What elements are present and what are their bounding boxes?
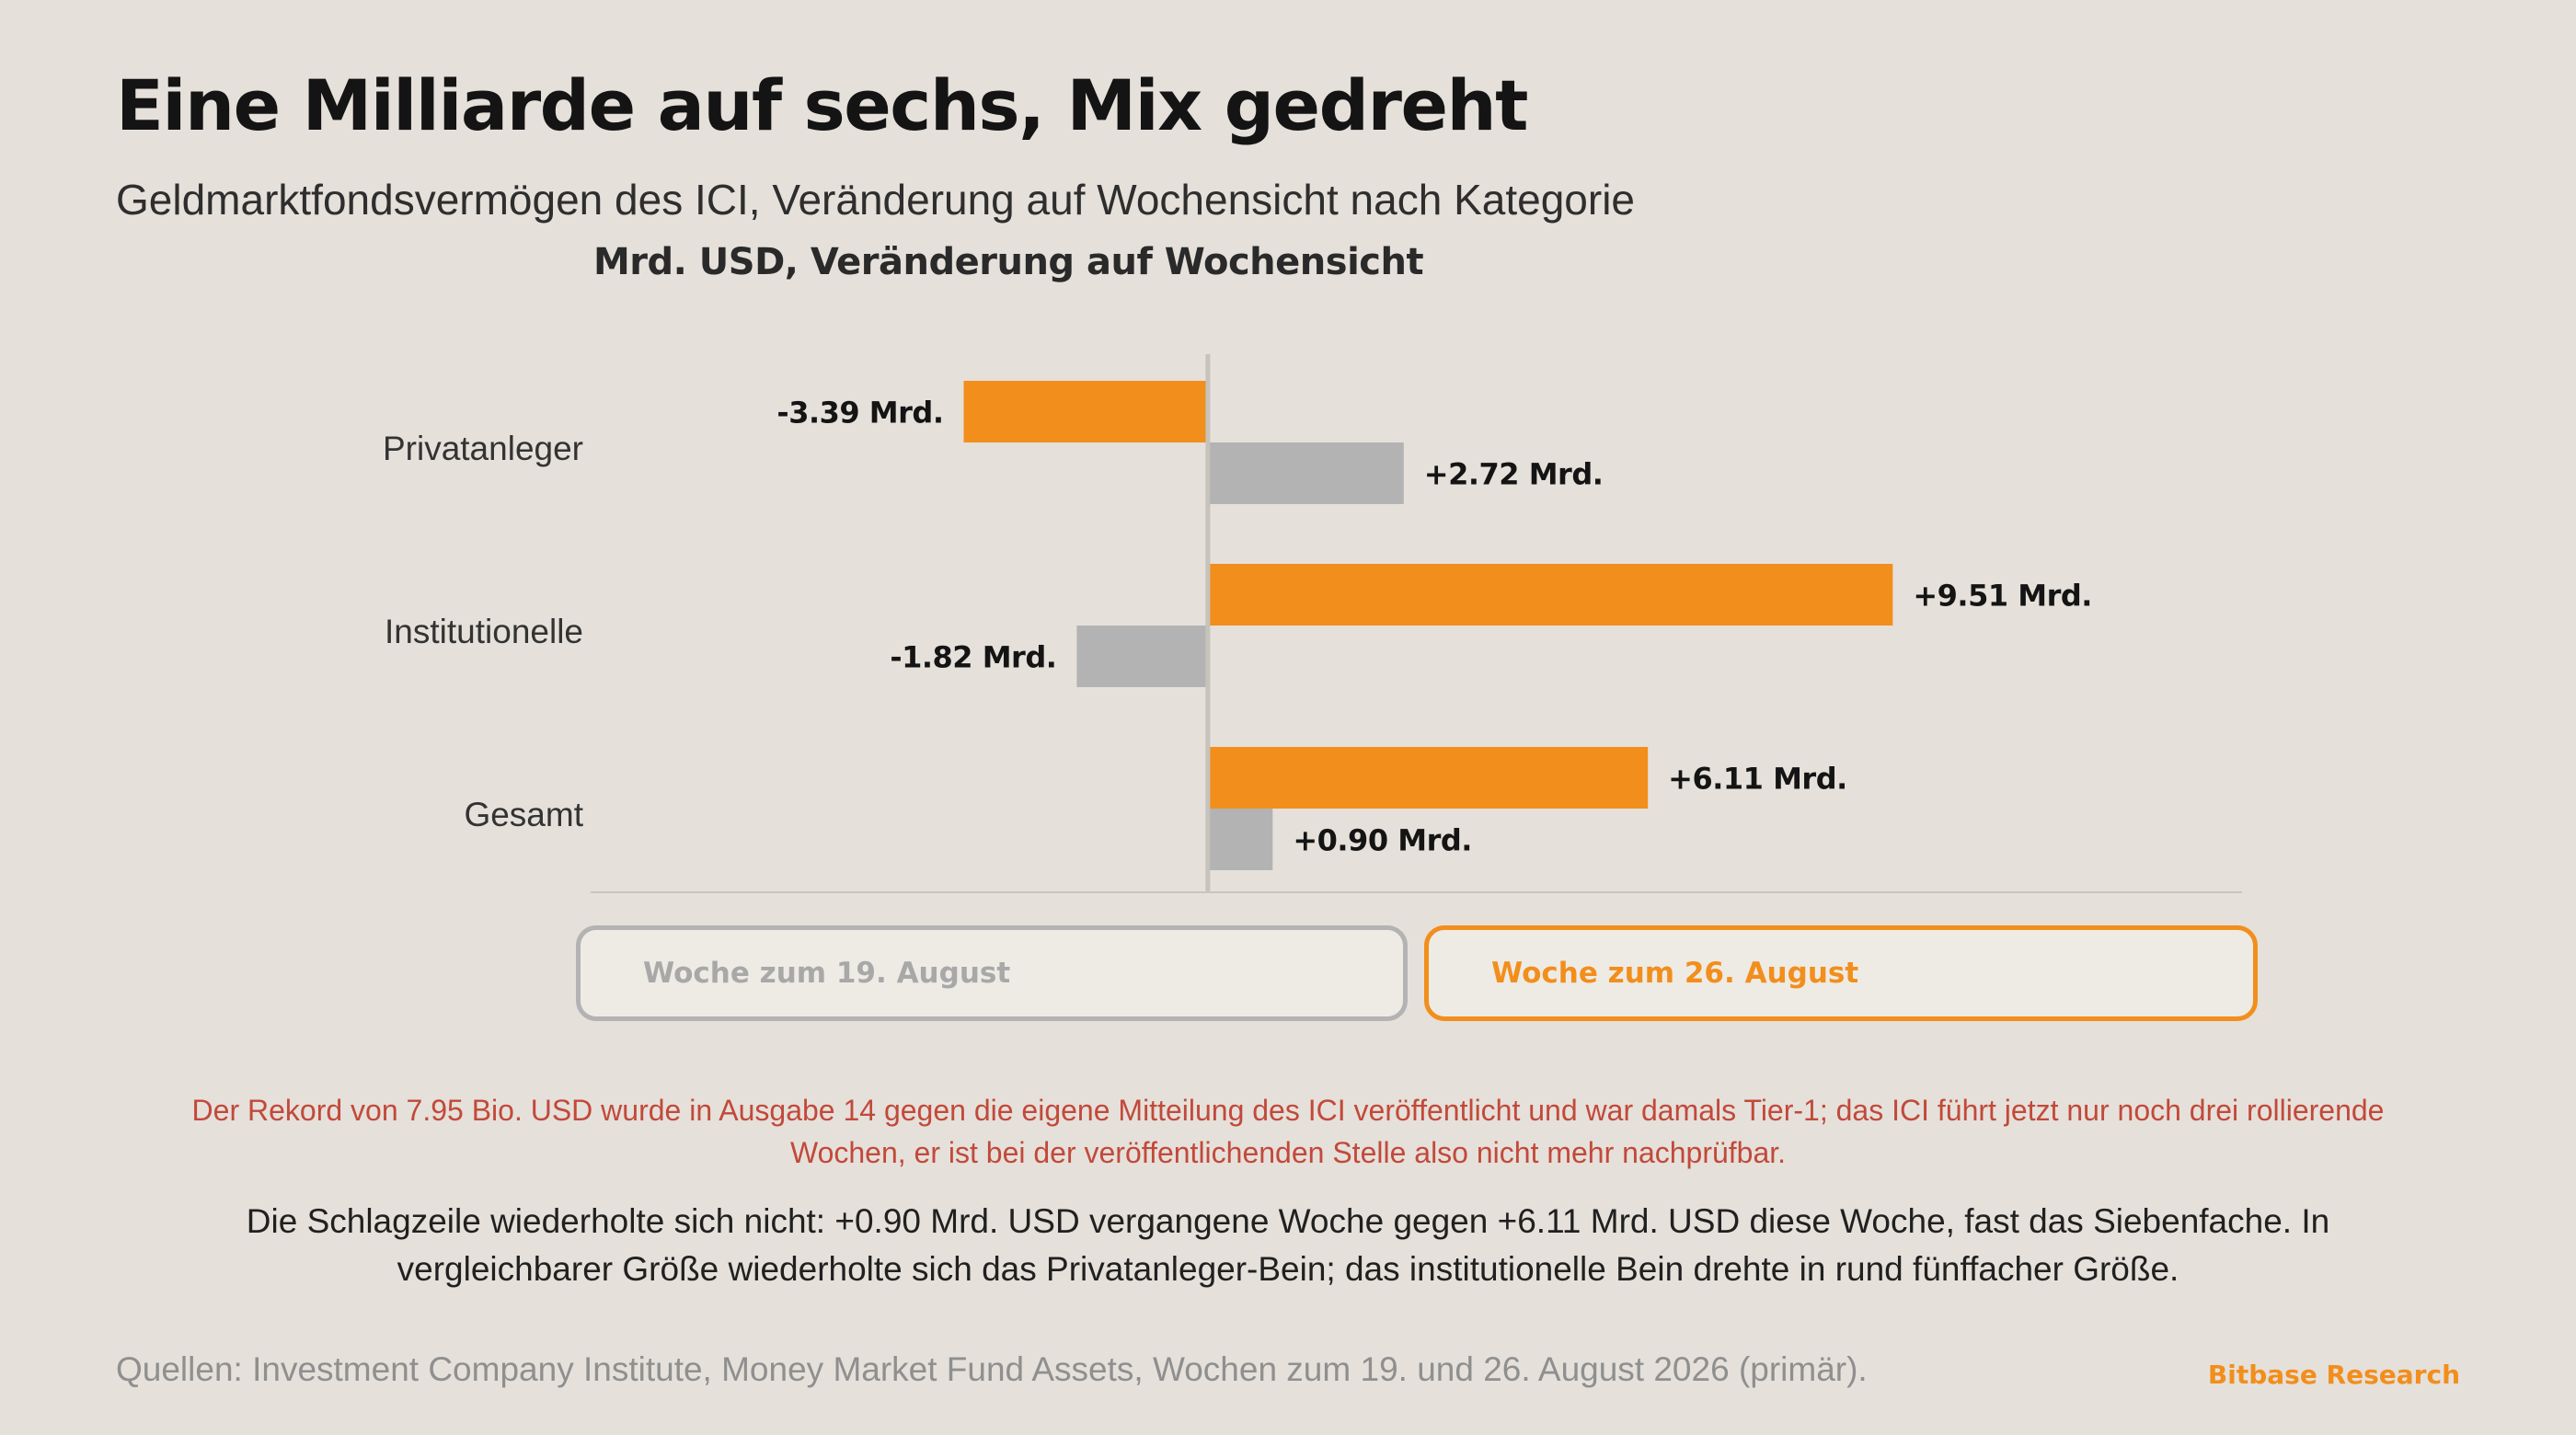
data-label-privatanleger-series-2: +2.72 Mrd. — [1424, 457, 1604, 492]
legend-week-26-label: Woche zum 26. August — [1491, 957, 1859, 990]
data-label-institutionelle-series-2: -1.82 Mrd. — [890, 640, 1056, 675]
legend-week-19-august[interactable]: Woche zum 19. August — [576, 925, 1408, 1021]
category-label-gesamt: Gesamt — [464, 796, 583, 833]
category-label-privatanleger: Privatanleger — [383, 430, 583, 467]
bar-privatanleger-series-2 — [1207, 442, 1404, 504]
legend-week-26-august[interactable]: Woche zum 26. August — [1424, 925, 2258, 1021]
footnote-record: Der Rekord von 7.95 Bio. USD wurde in Au… — [191, 1094, 2385, 1169]
chart-subtitle: Geldmarktfondsvermögen des ICI, Veränder… — [116, 176, 1635, 224]
bar-institutionelle-series-2 — [1076, 626, 1208, 687]
bar-chart: Privatanleger Institutionelle Gesamt -3.39 … — [383, 354, 2242, 893]
data-label-institutionelle-series-1: +9.51 Mrd. — [1913, 579, 2092, 614]
sources-line: Quellen: Investment Company Institute, M… — [116, 1350, 1868, 1388]
bar-gesamt-series-2 — [1207, 809, 1273, 870]
bar-gesamt-series-1 — [1207, 747, 1649, 809]
chart-title: Eine Milliarde auf sechs, Mix gedreht — [116, 64, 1528, 146]
data-label-gesamt-series-2: +0.90 Mrd. — [1293, 823, 1472, 858]
category-label-institutionelle: Institutionelle — [385, 613, 583, 650]
summary-text: Die Schlagzeile wiederholte sich nicht: … — [246, 1202, 2330, 1288]
data-label-gesamt-series-1: +6.11 Mrd. — [1668, 762, 1847, 797]
unit-label: Mrd. USD, Veränderung auf Wochensicht — [593, 241, 1424, 283]
bar-privatanleger-series-1 — [963, 381, 1208, 442]
data-label-privatanleger-series-1: -3.39 Mrd. — [776, 396, 943, 430]
legend-week-19-label: Woche zum 19. August — [643, 957, 1011, 990]
bar-institutionelle-series-1 — [1207, 564, 1893, 626]
brand-logo: Bitbase Research — [2207, 1360, 2460, 1390]
